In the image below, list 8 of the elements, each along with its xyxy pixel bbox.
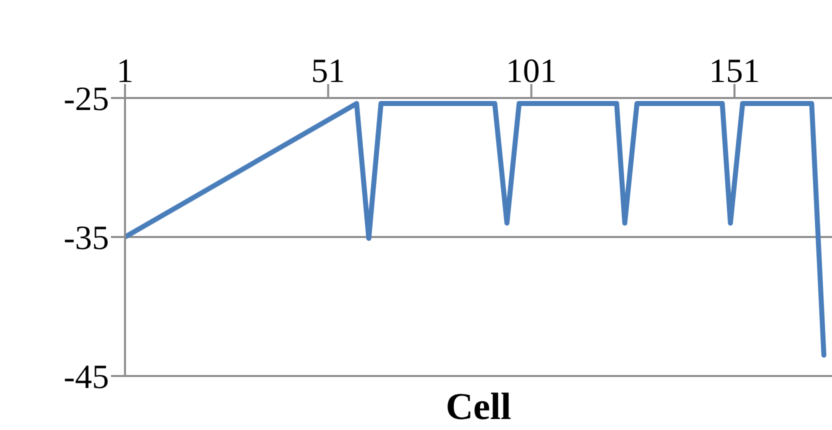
x-tick-label: 1 (116, 53, 134, 90)
y-tick-label: -35 (64, 220, 109, 258)
y-tick-label: -25 (64, 81, 109, 118)
x-tick-label: 101 (506, 53, 557, 90)
x-tick-label: 151 (708, 53, 760, 90)
x-axis-title: Cell (444, 385, 512, 429)
x-tick-label: 51 (311, 53, 346, 90)
y-tick-label: -45 (64, 359, 109, 396)
